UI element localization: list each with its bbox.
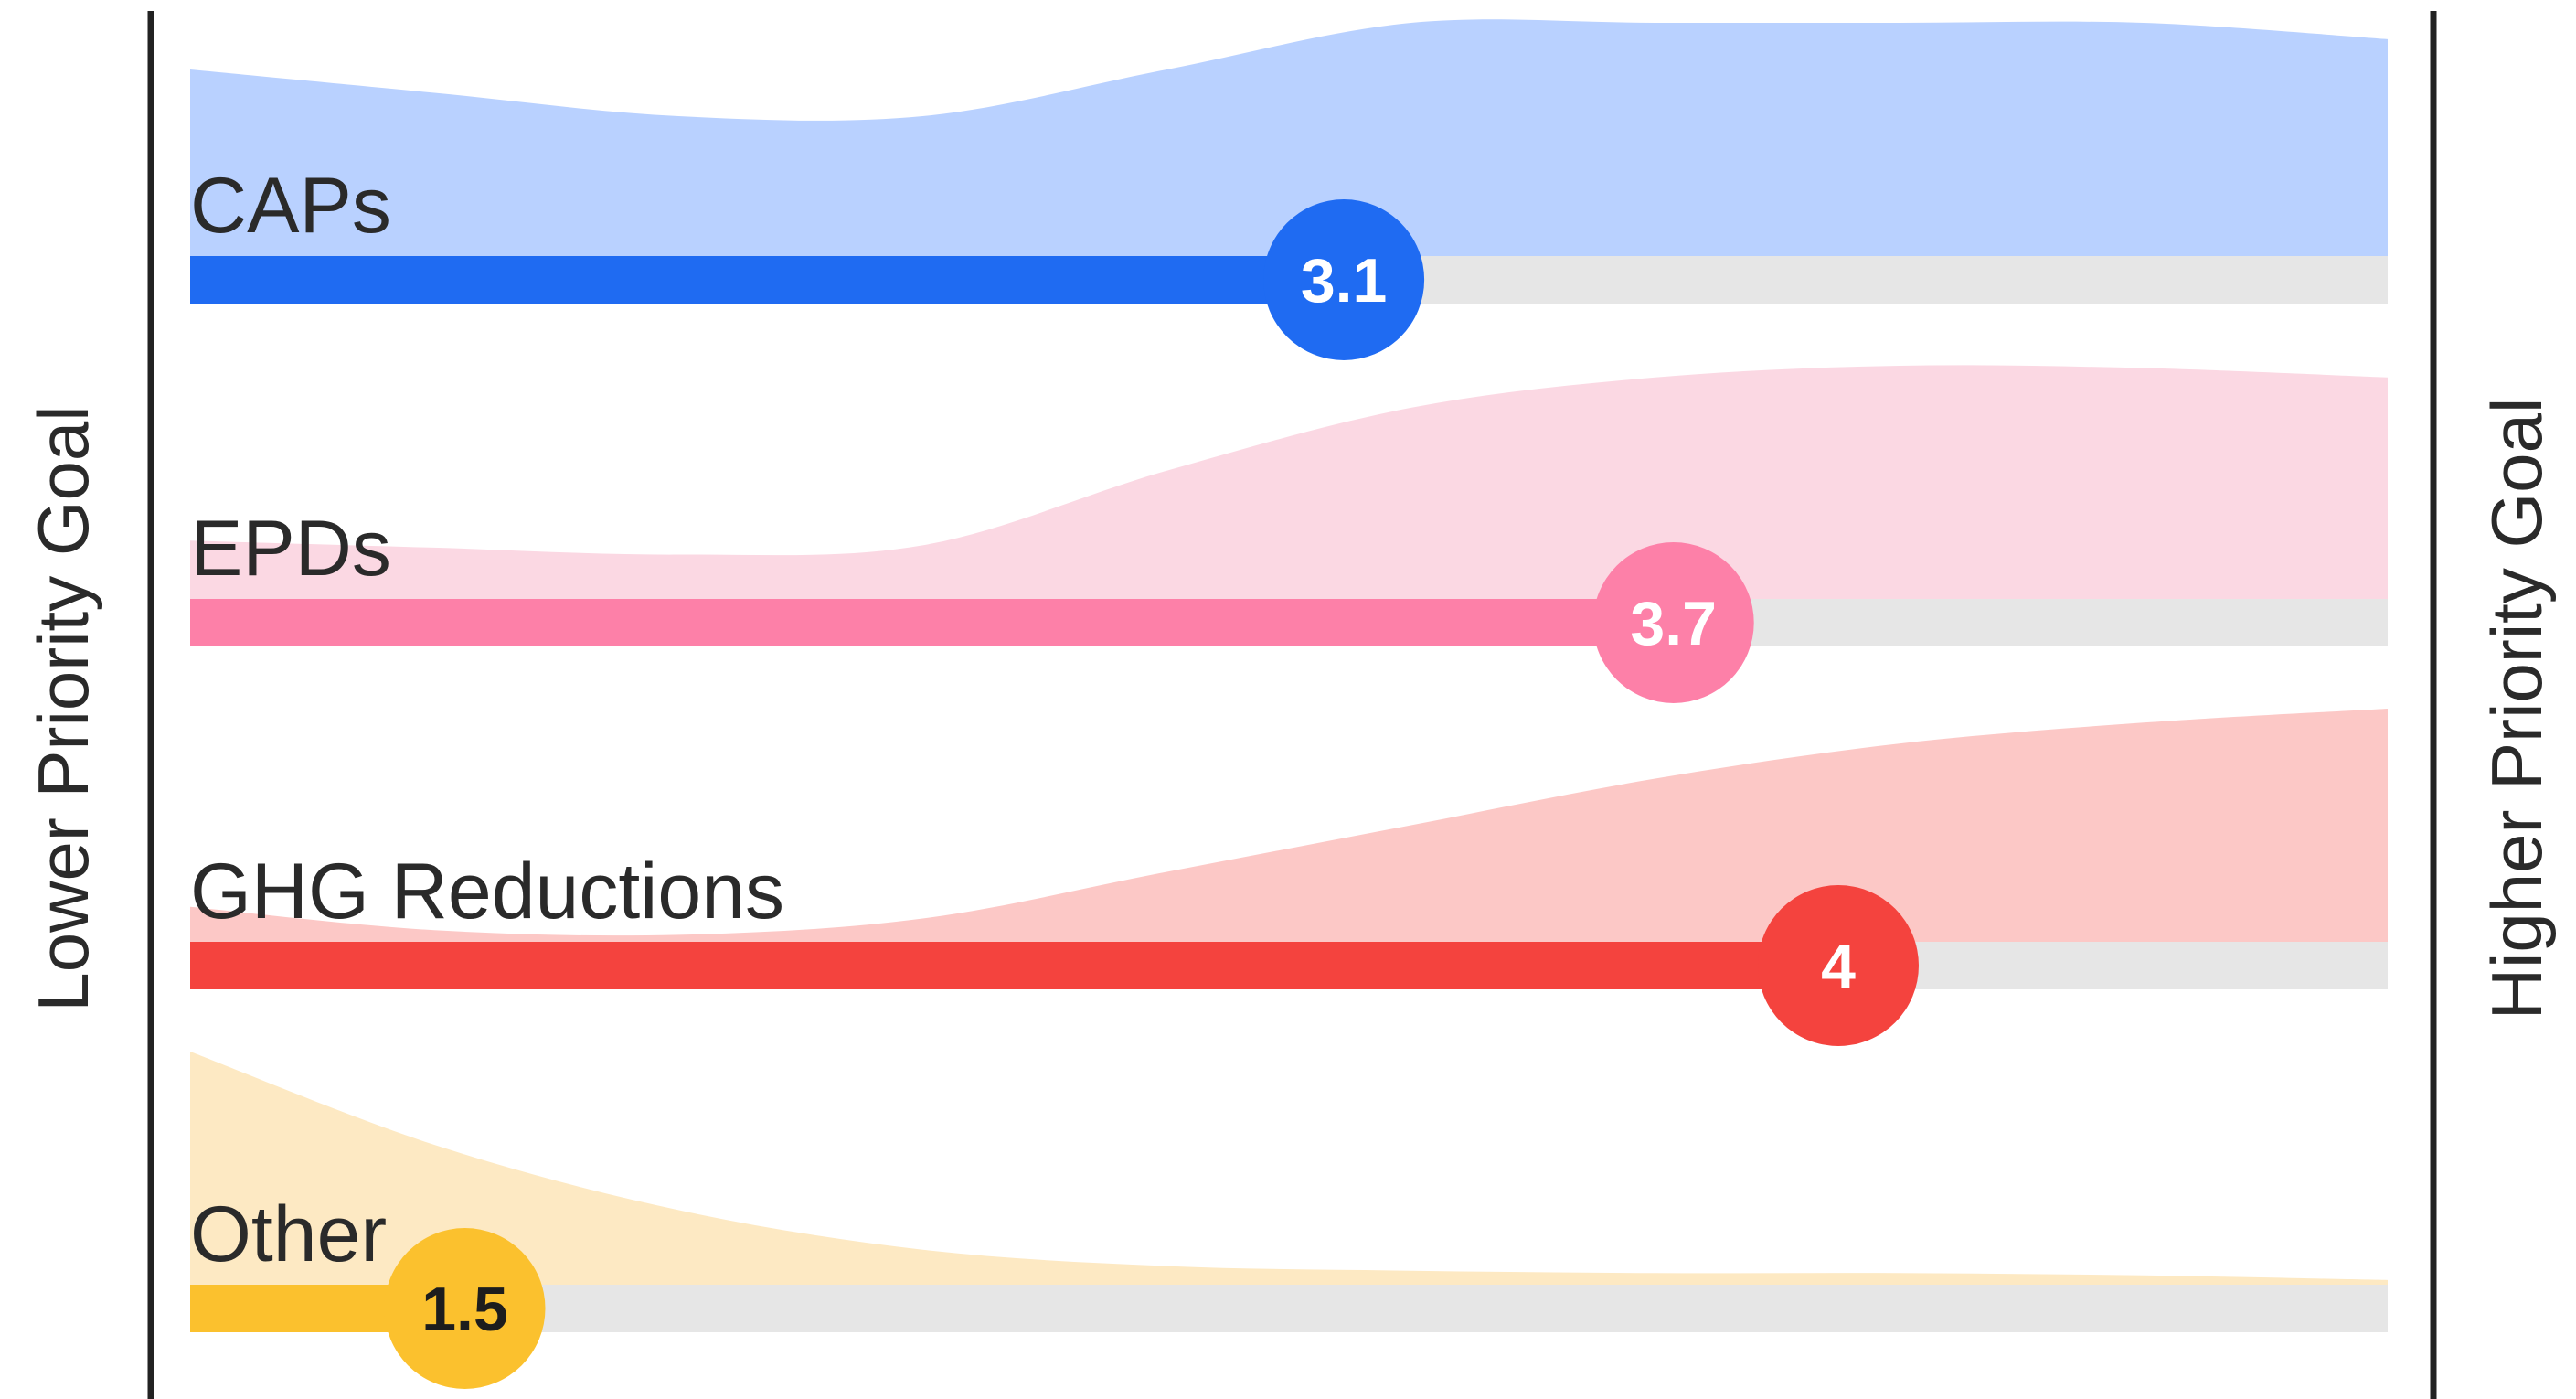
other-value-bubble — [384, 1228, 546, 1389]
ghg-reductions-value-bubble — [1758, 885, 1919, 1046]
ghg-reductions-label: GHG Reductions — [190, 848, 784, 935]
other-value-label: 1.5 — [421, 1275, 508, 1344]
left-axis-label: Lower Priority Goal — [23, 405, 103, 1011]
caps-value-bar — [190, 256, 1345, 304]
epds-value-bar — [190, 599, 1674, 646]
other-track — [190, 1285, 2388, 1332]
other-label: Other — [190, 1191, 387, 1278]
caps-distribution-area — [190, 19, 2388, 256]
epds-label: EPDs — [190, 505, 391, 593]
epds-distribution-area — [190, 365, 2388, 599]
epds-value-bubble — [1592, 542, 1754, 703]
ghg-reductions-distribution-area — [190, 709, 2388, 942]
ghg-reductions-value-label: 4 — [1821, 932, 1856, 1001]
right-axis-label: Higher Priority Goal — [2476, 398, 2557, 1020]
epds-value-label: 3.7 — [1630, 589, 1717, 658]
caps-value-bubble — [1263, 199, 1425, 360]
caps-label: CAPs — [190, 162, 391, 250]
other-distribution-area — [190, 1052, 2388, 1285]
ghg-reductions-value-bar — [190, 942, 1838, 989]
caps-value-label: 3.1 — [1301, 246, 1388, 315]
